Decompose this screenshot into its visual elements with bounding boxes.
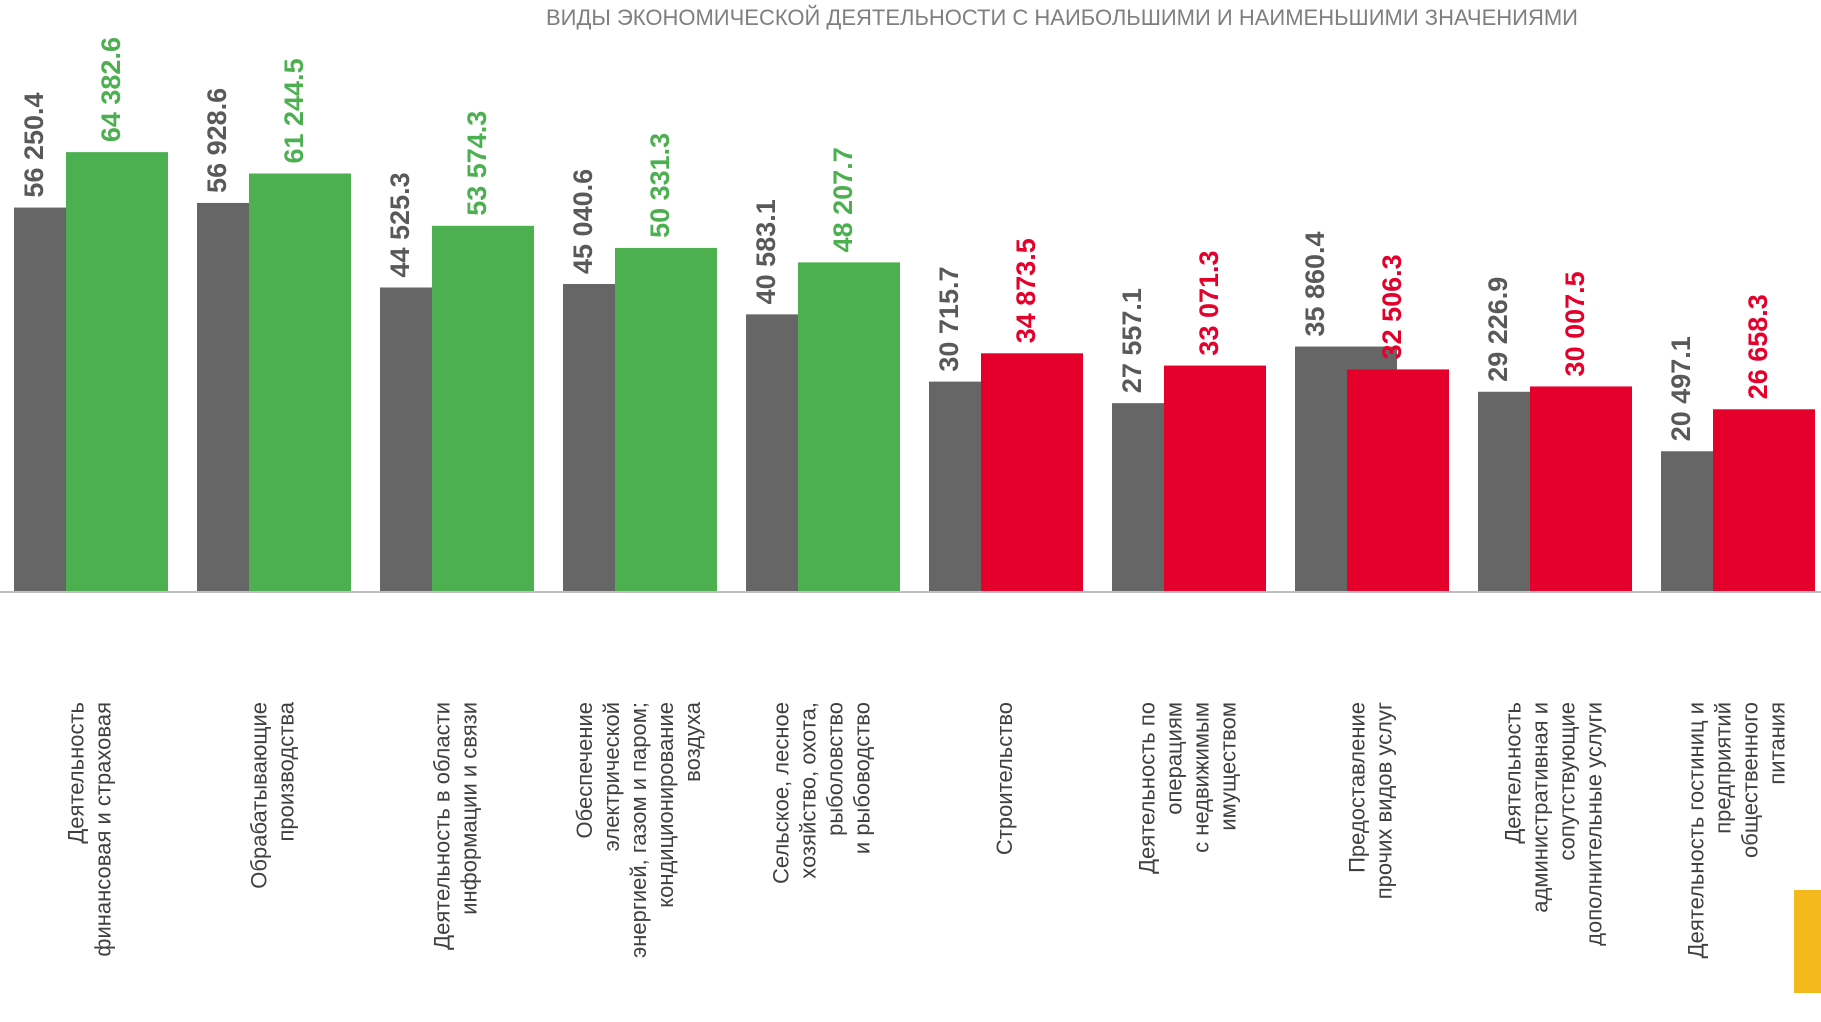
value-label: 61 244.5 bbox=[279, 58, 309, 163]
value-label: 33 071.3 bbox=[1194, 250, 1224, 355]
x-tick-label: операциям bbox=[1161, 702, 1186, 815]
bar bbox=[981, 353, 1083, 591]
x-tick-label: Деятельность bbox=[1500, 702, 1525, 844]
value-label: 53 574.3 bbox=[462, 111, 492, 216]
x-tick-label: питания bbox=[1764, 702, 1789, 785]
x-tick-label: финансовая и страховая bbox=[90, 702, 115, 957]
x-tick-label: имуществом bbox=[1215, 702, 1240, 831]
x-tick-label: информации и связи bbox=[456, 702, 481, 915]
x-tick-label: Деятельность по bbox=[1134, 702, 1159, 874]
value-label: 32 506.3 bbox=[1377, 254, 1407, 359]
value-label: 44 525.3 bbox=[385, 172, 415, 277]
value-label: 27 557.1 bbox=[1117, 288, 1147, 393]
x-tick-label: прочих видов услуг bbox=[1371, 702, 1396, 899]
x-tick-label: Деятельность bbox=[63, 702, 88, 844]
chart: ВИДЫ ЭКОНОМИЧЕСКОЙ ДЕЯТЕЛЬНОСТИ С НАИБОЛ… bbox=[0, 0, 1821, 1022]
x-tick-label: энергией, газом и паром; bbox=[626, 702, 651, 958]
value-label: 56 928.6 bbox=[202, 88, 232, 193]
bar bbox=[1713, 409, 1815, 591]
bar bbox=[432, 226, 534, 591]
x-tick-label: хозяйство, охота, bbox=[795, 702, 820, 879]
bar bbox=[249, 174, 351, 591]
x-tick-label: с недвижимым bbox=[1188, 702, 1213, 853]
bar bbox=[66, 152, 168, 591]
x-tick-label: рыболовство bbox=[822, 702, 847, 836]
value-label: 20 497.1 bbox=[1666, 336, 1696, 441]
value-label: 40 583.1 bbox=[751, 199, 781, 304]
x-tick-label: Обеспечение bbox=[572, 702, 597, 839]
value-label: 48 207.7 bbox=[828, 147, 858, 252]
x-tick-label: Деятельность гостиниц и bbox=[1683, 702, 1708, 958]
bar bbox=[1164, 366, 1266, 591]
x-tick-label: и рыбоводство bbox=[849, 702, 874, 854]
value-label: 50 331.3 bbox=[645, 133, 675, 238]
bar bbox=[615, 248, 717, 591]
x-tick-label: административная и bbox=[1527, 702, 1552, 913]
value-label: 35 860.4 bbox=[1300, 231, 1330, 336]
x-tick-label: электрической bbox=[599, 702, 624, 851]
x-tick-label: сопутствующие bbox=[1554, 702, 1579, 861]
value-label: 45 040.6 bbox=[568, 169, 598, 274]
value-label: 30 715.7 bbox=[934, 267, 964, 372]
x-tick-label: воздуха bbox=[680, 701, 705, 782]
x-tick-label: кондиционирование bbox=[653, 702, 678, 908]
value-label: 29 226.9 bbox=[1483, 277, 1513, 382]
x-tick-label: Деятельность в области bbox=[429, 702, 454, 950]
bar bbox=[798, 262, 900, 591]
bar bbox=[1347, 369, 1449, 591]
value-label: 34 873.5 bbox=[1011, 238, 1041, 343]
x-tick-label: производства bbox=[273, 701, 298, 841]
value-label: 64 382.6 bbox=[96, 37, 126, 142]
x-tick-label: предприятий bbox=[1710, 702, 1735, 834]
chart-title: ВИДЫ ЭКОНОМИЧЕСКОЙ ДЕЯТЕЛЬНОСТИ С НАИБОЛ… bbox=[546, 5, 1578, 30]
value-label: 56 250.4 bbox=[19, 92, 49, 197]
value-label: 30 007.5 bbox=[1560, 271, 1590, 376]
bar bbox=[1530, 386, 1632, 591]
x-tick-label: дополнительные услуги bbox=[1581, 702, 1606, 946]
x-tick-label: Строительство bbox=[992, 702, 1017, 855]
decor bbox=[1794, 890, 1821, 993]
x-tick-label: Предоставление bbox=[1344, 702, 1369, 873]
x-tick-label: Обрабатывающие bbox=[246, 702, 271, 889]
value-label: 26 658.3 bbox=[1743, 294, 1773, 399]
x-tick-label: общественного bbox=[1737, 702, 1762, 858]
x-tick-label: Сельское, лесное bbox=[768, 702, 793, 884]
